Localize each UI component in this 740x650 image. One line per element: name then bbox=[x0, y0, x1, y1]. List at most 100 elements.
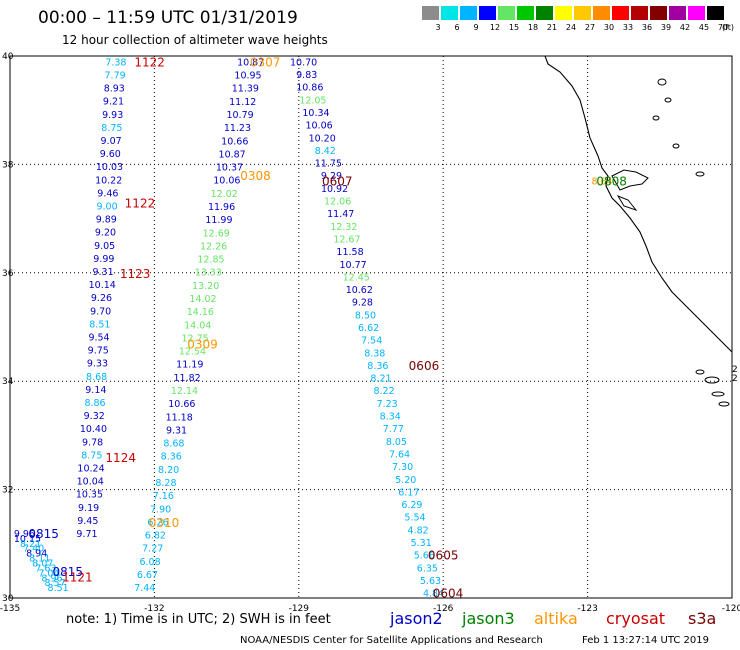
lon-tick-label: -123 bbox=[577, 604, 597, 614]
footnote: note: 1) Time is in UTC; 2) SWH is in fe… bbox=[66, 612, 331, 627]
swh-value: 10.62 bbox=[346, 285, 373, 296]
scale-tick-label: 9 bbox=[473, 23, 479, 32]
pass-time-label: 1124 bbox=[105, 451, 136, 465]
edge-label: 2 bbox=[732, 374, 738, 384]
swh-value: 7.77 bbox=[383, 424, 404, 435]
scale-swatch bbox=[460, 6, 477, 20]
swh-value: 12.26 bbox=[200, 241, 227, 252]
swh-value: 8.75 bbox=[81, 450, 102, 461]
swh-value: 10.77 bbox=[340, 260, 367, 271]
scale-tick-label: 18 bbox=[527, 23, 539, 32]
swh-value: 10.92 bbox=[321, 184, 348, 195]
swh-value: 7.79 bbox=[105, 71, 126, 82]
swh-value: 10.06 bbox=[213, 176, 240, 187]
swh-value: 9.70 bbox=[90, 306, 111, 317]
swh-value: 10.22 bbox=[95, 175, 122, 186]
swh-value: 8.11 bbox=[29, 554, 50, 565]
island-outline bbox=[652, 115, 660, 121]
swh-value: 10.95 bbox=[234, 71, 261, 82]
pass-time-label: 0605 bbox=[428, 549, 459, 563]
scale-swatch bbox=[707, 6, 724, 20]
swh-value: 14.04 bbox=[184, 320, 211, 331]
map-grid bbox=[9, 55, 733, 599]
swh-value: 8.07 bbox=[32, 559, 53, 570]
swh-value: 9.46 bbox=[97, 188, 118, 199]
scale-swatch bbox=[574, 6, 591, 20]
swh-value: 8.93 bbox=[104, 84, 125, 95]
legend-jason2: jason2 bbox=[390, 609, 443, 628]
swh-value: 9.78 bbox=[82, 437, 103, 448]
swh-value: 4.82 bbox=[408, 525, 429, 536]
scale-tick-label: 27 bbox=[584, 23, 596, 32]
swh-value: 9.99 bbox=[93, 254, 114, 265]
swh-value: 8.20 bbox=[158, 465, 179, 476]
swh-value: 10.70 bbox=[290, 57, 317, 68]
swh-value: 8.64 bbox=[591, 177, 612, 188]
pass-time-label: 1122 bbox=[125, 196, 156, 210]
scale-swatch bbox=[631, 6, 648, 20]
scale-swatch bbox=[688, 6, 705, 20]
swh-value: 9.28 bbox=[352, 298, 373, 309]
scale-tick-label: 30 bbox=[603, 23, 615, 32]
scale-tick-label: 70 bbox=[717, 23, 729, 32]
swh-value: 10.14 bbox=[89, 280, 116, 291]
scale-tick-label: 39 bbox=[660, 23, 672, 32]
swh-value: 8.68 bbox=[163, 439, 184, 450]
swh-value: 12.45 bbox=[343, 272, 370, 283]
scale-unit: (ft) bbox=[722, 23, 735, 32]
swh-value: 9.21 bbox=[103, 97, 124, 108]
swh-value: 11.75 bbox=[315, 159, 342, 170]
swh-value: 8.51 bbox=[89, 319, 110, 330]
swh-value: 9.19 bbox=[78, 503, 99, 514]
swh-value: 9.45 bbox=[77, 516, 98, 527]
swh-value: 10.20 bbox=[309, 133, 336, 144]
swh-value: 13.20 bbox=[192, 281, 219, 292]
pass-time-label: 0815 bbox=[52, 565, 83, 579]
scale-swatch bbox=[479, 6, 496, 20]
swh-value: 9.14 bbox=[85, 385, 106, 396]
swh-value: 9.07 bbox=[101, 136, 122, 147]
swh-value: 7.64 bbox=[389, 449, 410, 460]
swh-value: 14.16 bbox=[187, 307, 214, 318]
swh-value: 11.99 bbox=[205, 215, 232, 226]
swh-value: 9.89 bbox=[96, 215, 117, 226]
scale-tick-label: 45 bbox=[698, 23, 710, 32]
swh-value: 8.42 bbox=[315, 146, 336, 157]
lon-tick-label: -135 bbox=[0, 604, 20, 614]
swh-value: 8.21 bbox=[370, 374, 391, 385]
swh-value: 11.47 bbox=[327, 209, 354, 220]
swh-value: 11.39 bbox=[232, 84, 259, 95]
timestamp-text: Feb 1 13:27:14 UTC 2019 bbox=[582, 635, 709, 646]
swh-value: 7.44 bbox=[134, 583, 155, 594]
swh-value: 8.05 bbox=[386, 437, 407, 448]
swh-value: 9.71 bbox=[76, 529, 97, 540]
scale-tick-label: 3 bbox=[435, 23, 441, 32]
lat-tick-label: 38 bbox=[2, 160, 14, 170]
lat-tick-label: 30 bbox=[2, 594, 14, 604]
swh-value: 10.24 bbox=[77, 463, 104, 474]
scale-swatch bbox=[555, 6, 572, 20]
swh-value: 8.34 bbox=[380, 412, 401, 423]
swh-value: 8.28 bbox=[155, 478, 176, 489]
swh-value: 7.90 bbox=[150, 504, 171, 515]
scale-swatch bbox=[498, 6, 515, 20]
island-outline bbox=[695, 369, 705, 375]
swh-value: 9.29 bbox=[321, 171, 342, 182]
swh-value: 9.05 bbox=[94, 241, 115, 252]
swh-value: 8.22 bbox=[373, 386, 394, 397]
legend-s3a: s3a bbox=[688, 609, 717, 628]
swh-value: 11.12 bbox=[229, 97, 256, 108]
coastline bbox=[544, 55, 733, 407]
legend-jason3: jason3 bbox=[462, 609, 515, 628]
pass-time-label: 0815 bbox=[28, 527, 59, 541]
swh-value: 10.40 bbox=[80, 424, 107, 435]
swh-value: 9.60 bbox=[100, 149, 121, 160]
swh-value: 10.66 bbox=[221, 136, 248, 147]
scale-swatch bbox=[669, 6, 686, 20]
axis-labels: -135 -132 -129 -126 -123 -120 40 38 36 34 32 30 22 bbox=[0, 52, 740, 614]
swh-value: 6.08 bbox=[139, 557, 160, 568]
swh-value: 9.26 bbox=[91, 293, 112, 304]
swh-value: 6.26 bbox=[147, 517, 168, 528]
legend-altika: altika bbox=[534, 609, 578, 628]
page-subtitle: 12 hour collection of altimeter wave hei… bbox=[62, 33, 328, 47]
